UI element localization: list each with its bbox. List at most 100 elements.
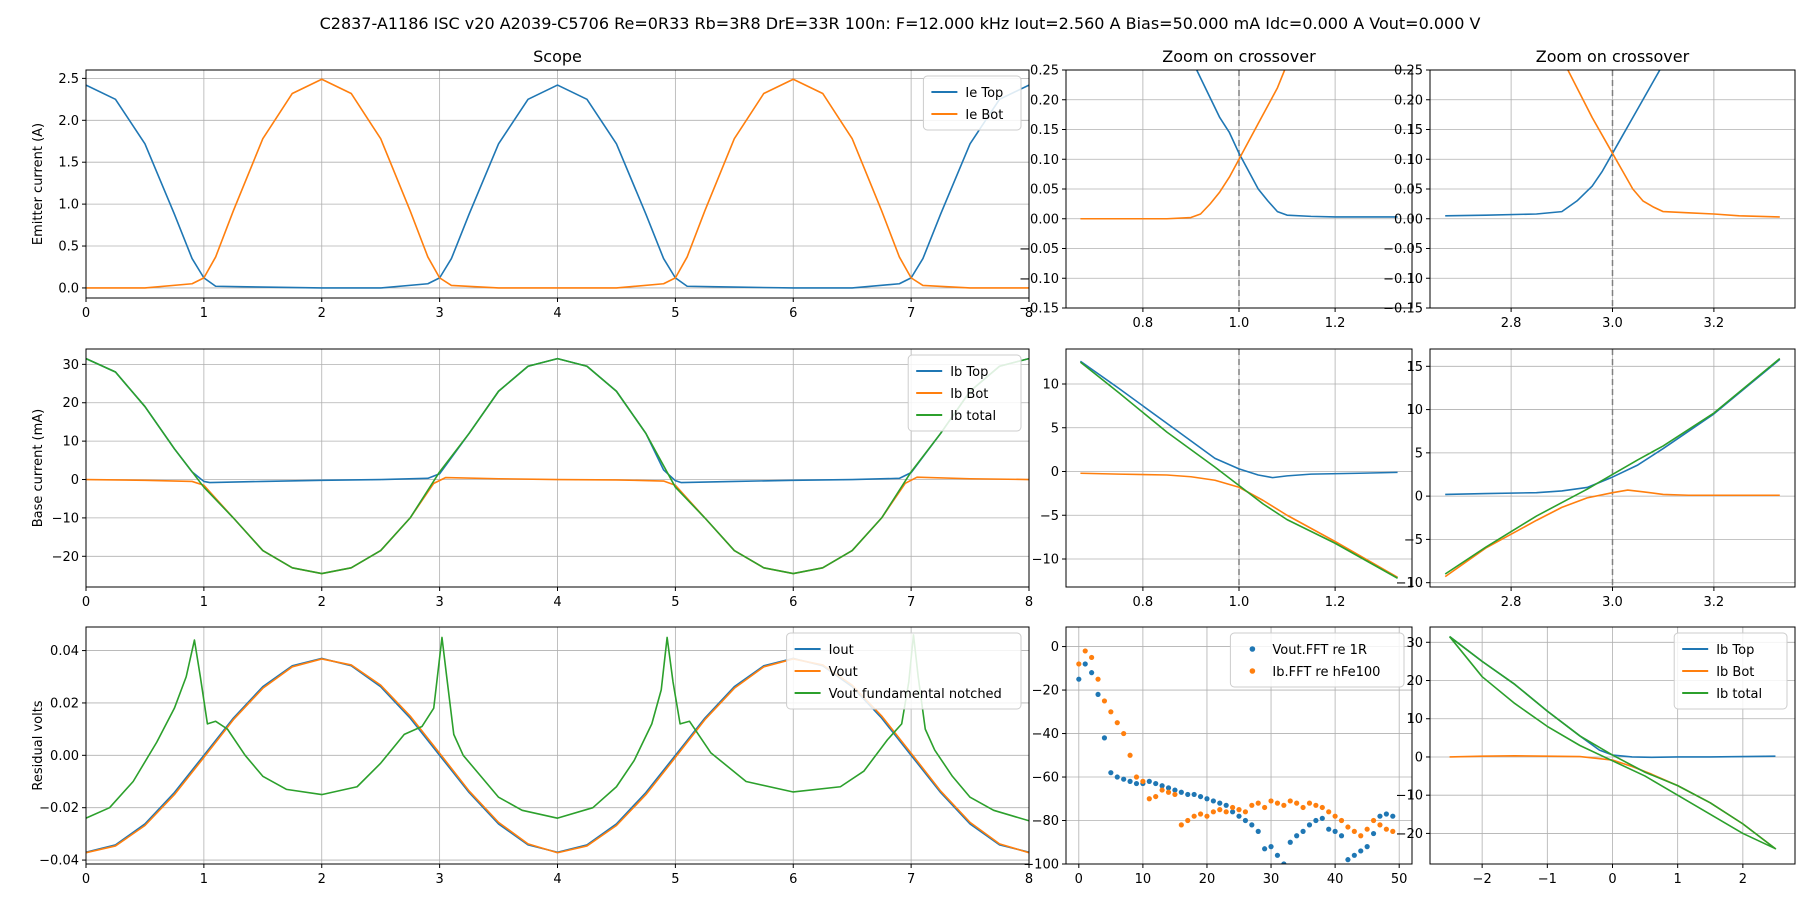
y-tick-label: −0.15 — [1019, 302, 1059, 317]
data-point — [1229, 804, 1236, 811]
x-tick-label: 50 — [1391, 872, 1408, 887]
y-tick-label: 0.00 — [1394, 212, 1423, 227]
y-tick-label: −0.15 — [1383, 302, 1423, 317]
x-tick-label: 1.0 — [1229, 316, 1250, 331]
legend: Vout.FFT re 1R Ib.FFT re hFe100 — [1229, 632, 1405, 688]
data-point — [1294, 800, 1300, 806]
y-tick-label: −0.02 — [39, 801, 79, 816]
panel-zoom-base-3: 2.8 3.0 3.2 −10 −5 0 5 10 15 — [1396, 348, 1796, 610]
y-axis-label: Residual volts — [31, 700, 46, 790]
x-tick-label: −2 — [1473, 872, 1492, 887]
panel-title: Zoom on crossover — [1536, 47, 1690, 66]
data-point — [1287, 839, 1293, 845]
x-tick-label: 2 — [318, 595, 326, 610]
data-point — [1185, 791, 1191, 798]
data-point — [1313, 817, 1319, 824]
y-tick-label: 0.10 — [1030, 153, 1059, 168]
data-point — [1095, 676, 1101, 682]
data-point — [1306, 822, 1313, 828]
data-point — [1153, 780, 1159, 787]
data-point — [1217, 807, 1223, 813]
x-tick-label: 1.2 — [1325, 316, 1346, 331]
legend: Ie Top Ie Bot — [922, 75, 1022, 131]
data-point — [1165, 785, 1172, 791]
data-point — [1114, 720, 1120, 726]
x-tick-label: 4 — [553, 872, 561, 887]
x-tick-label: 0.8 — [1133, 595, 1154, 610]
series-line-ie-top — [1445, 70, 1661, 217]
data-point — [1121, 730, 1127, 737]
y-tick-label: 10 — [1406, 712, 1423, 727]
x-tick-label: 3 — [435, 595, 443, 610]
legend-label: Ie Top — [965, 86, 1003, 101]
x-tick-label: 3.0 — [1602, 316, 1623, 331]
x-tick-label: 6 — [789, 306, 797, 321]
y-tick-label: 2.0 — [58, 114, 79, 129]
legend-label: Vout fundamental notched — [829, 687, 1002, 702]
data-point — [1358, 848, 1364, 854]
data-point — [1159, 787, 1165, 793]
axes-frame — [1065, 626, 1413, 865]
y-tick-label: −20 — [1396, 827, 1423, 842]
y-tick-label: −40 — [1032, 727, 1059, 742]
data-point — [1133, 774, 1140, 780]
y-tick-label: 0.5 — [58, 240, 79, 255]
y-tick-label: −20 — [52, 550, 79, 565]
series-line-ib-total — [1079, 361, 1398, 579]
series-line-ib-bot — [1080, 472, 1398, 579]
data-point — [1127, 778, 1133, 784]
data-point — [1370, 830, 1377, 837]
y-tick-label: 10 — [62, 435, 79, 450]
y-tick-label: −0.05 — [1019, 242, 1059, 257]
data-point — [1236, 807, 1242, 813]
y-tick-label: 10 — [1042, 378, 1059, 393]
y-tick-label: 1.5 — [58, 156, 79, 171]
x-tick-label: 1 — [200, 306, 208, 321]
data-point — [1114, 774, 1120, 780]
y-tick-label: 0.25 — [1030, 64, 1059, 79]
y-tick-label: 15 — [1406, 360, 1423, 375]
data-point — [1185, 817, 1191, 824]
y-tick-label: 30 — [62, 358, 79, 373]
data-point — [1223, 802, 1229, 808]
y-tick-label: 0.00 — [50, 749, 79, 764]
x-tick-label: 3 — [435, 306, 443, 321]
y-tick-label: 0.02 — [50, 696, 79, 711]
data-point — [1390, 828, 1396, 834]
data-point — [1108, 709, 1114, 715]
legend-label: Ib Top — [1716, 643, 1754, 658]
series-line-ie-top — [1195, 70, 1398, 218]
x-tick-label: 8 — [1025, 872, 1033, 887]
data-point — [1390, 813, 1396, 819]
series-line-ib-total — [1444, 357, 1781, 575]
x-tick-label: 4 — [553, 595, 561, 610]
data-point — [1108, 770, 1114, 776]
y-tick-label: 5 — [1051, 421, 1059, 436]
x-tick-label: 3 — [435, 872, 443, 887]
y-tick-label: −5 — [1404, 533, 1423, 548]
x-tick-label: 4 — [553, 306, 561, 321]
data-point — [1146, 778, 1152, 784]
data-point — [1377, 822, 1383, 828]
y-tick-label: 10 — [1406, 403, 1423, 418]
x-tick-label: 2 — [1739, 872, 1747, 887]
data-point — [1281, 802, 1287, 808]
data-point — [1326, 826, 1332, 832]
legend-label: Ib Top — [950, 365, 988, 380]
y-tick-label: 0 — [1051, 640, 1059, 655]
x-tick-label: 0.8 — [1133, 316, 1154, 331]
y-tick-label: −0.05 — [1383, 242, 1423, 257]
data-point — [1172, 791, 1178, 798]
x-tick-label: 1.2 — [1325, 595, 1346, 610]
legend-label: Vout.FFT re 1R — [1272, 643, 1367, 658]
x-tick-label: 1.0 — [1229, 595, 1250, 610]
data-point — [1197, 793, 1204, 800]
data-point — [1274, 852, 1281, 858]
x-tick-label: 5 — [671, 306, 679, 321]
data-point — [1153, 793, 1159, 800]
data-point — [1146, 796, 1152, 802]
x-tick-label: 2 — [318, 306, 326, 321]
y-tick-label: 2.5 — [58, 72, 79, 87]
x-tick-label: 0 — [82, 306, 90, 321]
legend-label: Ib total — [1716, 687, 1762, 702]
